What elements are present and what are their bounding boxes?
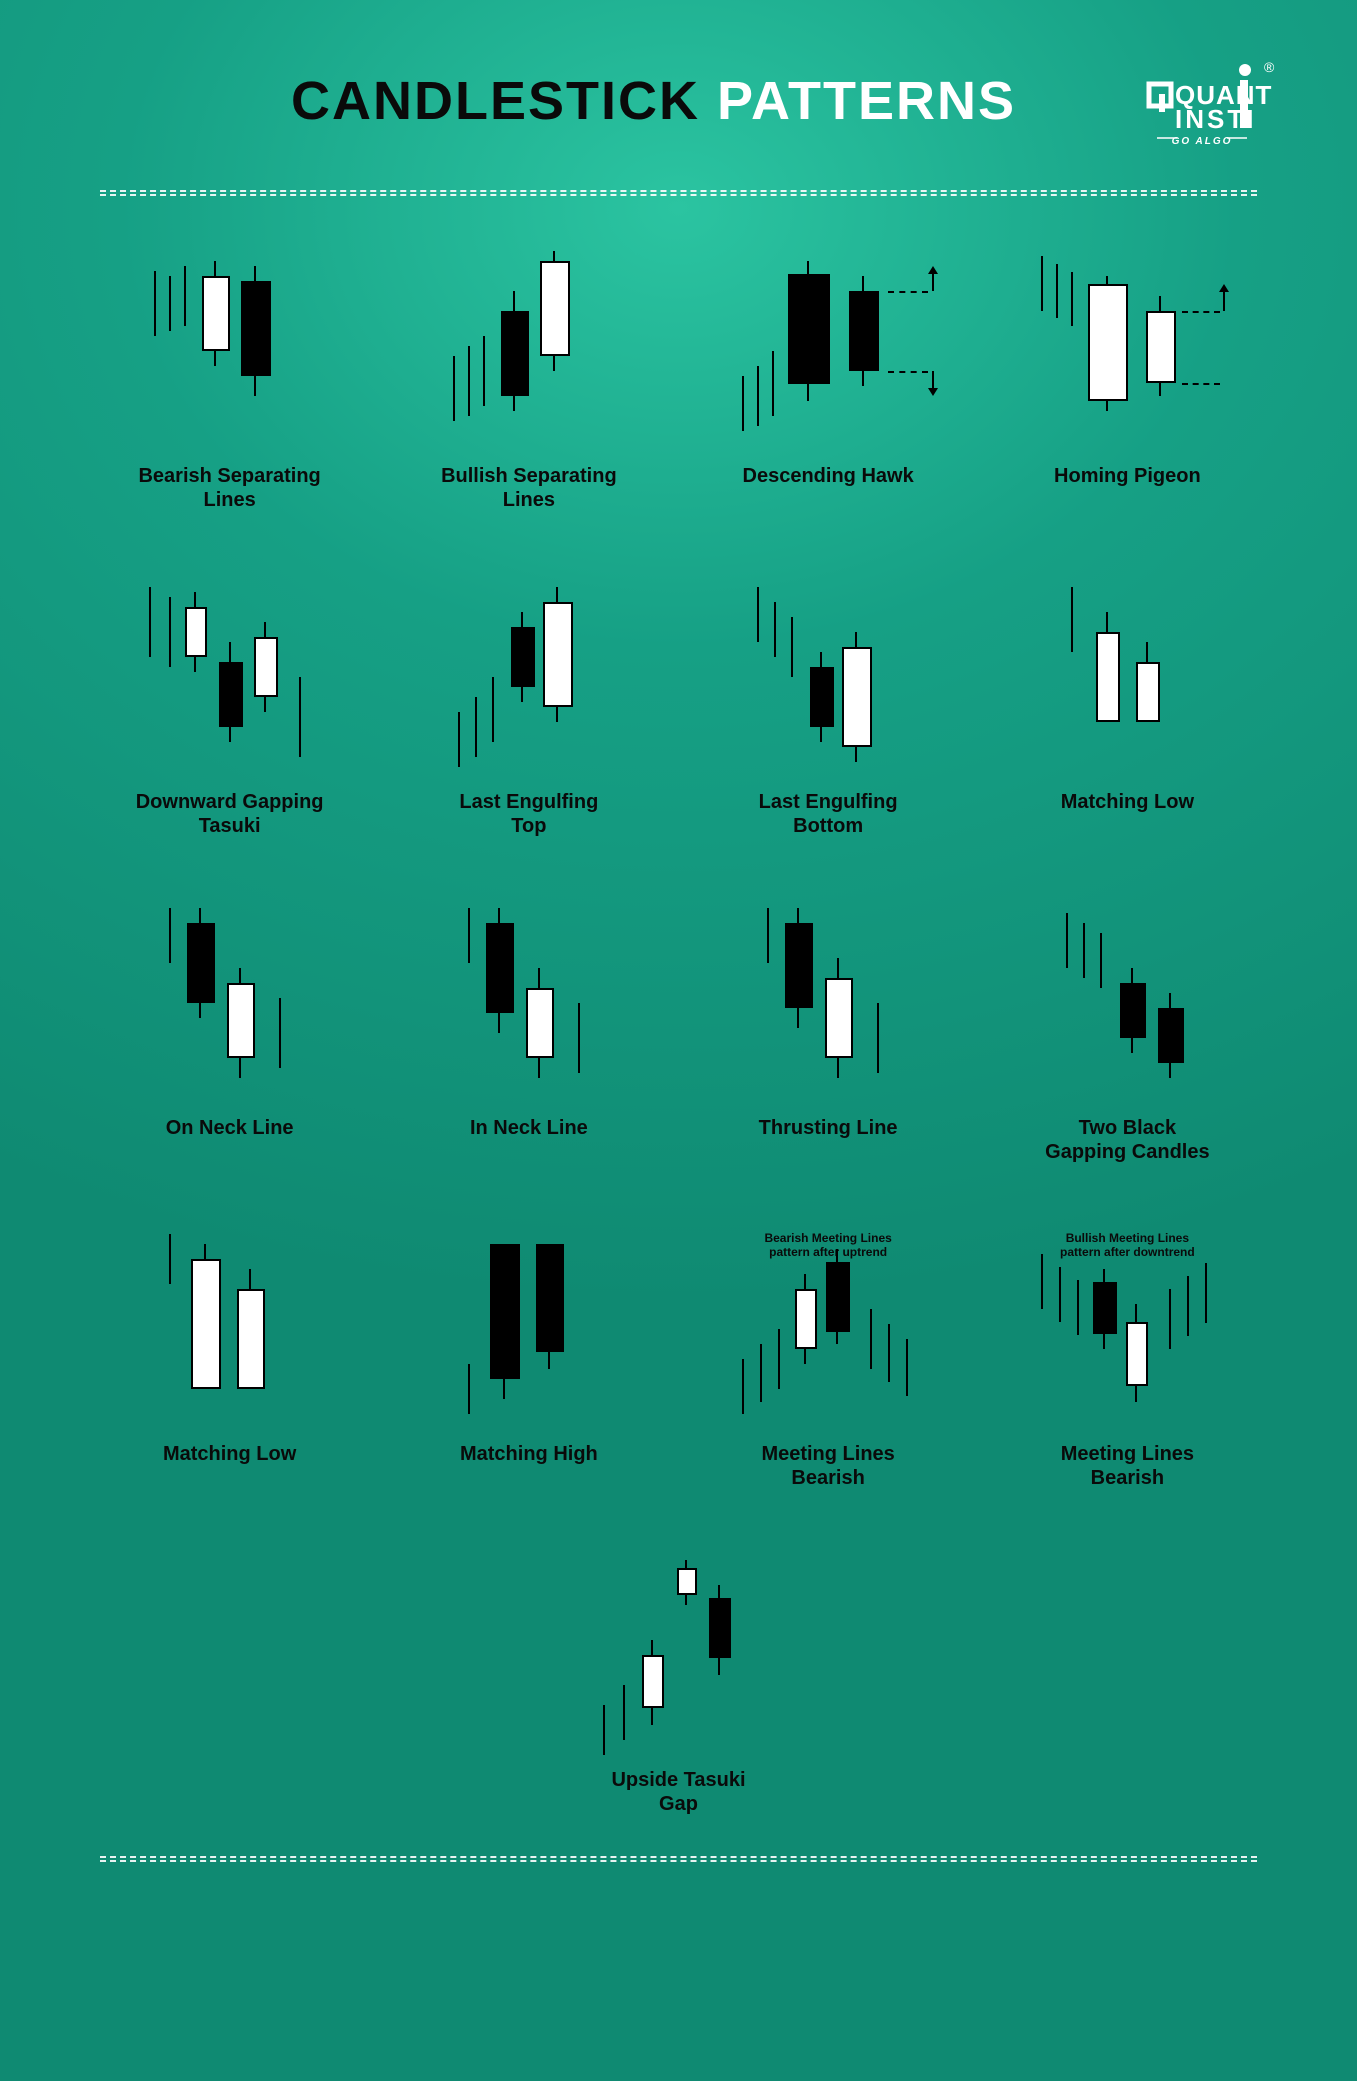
top-divider: [100, 190, 1257, 196]
pattern-homing-pigeon: Homing Pigeon: [998, 256, 1257, 512]
pattern-label: Descending Hawk: [743, 464, 914, 488]
pattern-label: Meeting Lines Bearish: [761, 1442, 894, 1490]
pattern-meeting-bear-2: Bullish Meeting Lines pattern after down…: [998, 1234, 1257, 1490]
pattern-grid: Bearish Separating Lines Bullish Separati…: [100, 256, 1257, 1490]
pattern-label: Meeting Lines Bearish: [1061, 1442, 1194, 1490]
pattern-label: Last Engulfing Bottom: [759, 790, 898, 838]
pattern-label: Two Black Gapping Candles: [1045, 1116, 1209, 1164]
pattern-diagram: [414, 908, 644, 1098]
pattern-label: Matching Low: [163, 1442, 296, 1466]
pattern-upside-tasuki: Upside Tasuki Gap: [534, 1560, 824, 1816]
pattern-last-row: Upside Tasuki Gap: [100, 1560, 1257, 1816]
page-title: CANDLESTICK PATTERNS: [180, 70, 1127, 132]
dash-line: [1182, 311, 1220, 313]
pattern-diagram: [713, 582, 943, 772]
dash-line: [888, 371, 928, 373]
pattern-meeting-bear-1: Bearish Meeting Lines pattern after uptr…: [699, 1234, 958, 1490]
pattern-label: Downward Gapping Tasuki: [136, 790, 324, 838]
pattern-on-neck: On Neck Line: [100, 908, 359, 1164]
pattern-bearish-sep: Bearish Separating Lines: [100, 256, 359, 512]
pattern-label: Matching High: [460, 1442, 598, 1466]
pattern-matching-high: Matching High: [399, 1234, 658, 1490]
pattern-down-tasuki: Downward Gapping Tasuki: [100, 582, 359, 838]
pattern-last-eng-bot: Last Engulfing Bottom: [699, 582, 958, 838]
pattern-diagram: [115, 908, 345, 1098]
title-light: PATTERNS: [717, 71, 1016, 131]
bottom-divider: [100, 1856, 1257, 1862]
pattern-diagram: [414, 256, 644, 446]
pattern-matching-low-2: Matching Low: [100, 1234, 359, 1490]
pattern-desc-hawk: Descending Hawk: [699, 256, 958, 512]
pattern-label: Homing Pigeon: [1054, 464, 1201, 488]
pattern-diagram: [115, 256, 345, 446]
pattern-label: Last Engulfing Top: [459, 790, 598, 838]
pattern-diagram: [115, 582, 345, 772]
pattern-label: Upside Tasuki Gap: [611, 1768, 745, 1816]
pattern-matching-low-1: Matching Low: [998, 582, 1257, 838]
pattern-thrusting: Thrusting Line: [699, 908, 958, 1164]
pattern-diagram: [1012, 256, 1242, 446]
pattern-diagram: [414, 1234, 644, 1424]
header: CANDLESTICK PATTERNS ® QUANT INSTI GO AL…: [100, 60, 1257, 150]
title-dark: CANDLESTICK: [291, 71, 700, 131]
pattern-label: In Neck Line: [470, 1116, 588, 1140]
pattern-diagram: [115, 1234, 345, 1424]
svg-text:INSTI: INSTI: [1175, 104, 1256, 134]
pattern-label: Bullish Separating Lines: [441, 464, 617, 512]
svg-text:®: ®: [1264, 60, 1275, 75]
quantinsti-logo: ® QUANT INSTI GO ALGO: [1127, 60, 1277, 150]
pattern-diagram: [1012, 582, 1242, 772]
pattern-diagram: [713, 256, 943, 446]
pattern-sublabel: Bullish Meeting Lines pattern after down…: [1027, 1232, 1227, 1260]
pattern-label: Matching Low: [1061, 790, 1194, 814]
pattern-two-black: Two Black Gapping Candles: [998, 908, 1257, 1164]
svg-text:GO ALGO: GO ALGO: [1172, 136, 1233, 147]
pattern-bullish-sep: Bullish Separating Lines: [399, 256, 658, 512]
pattern-diagram: [713, 908, 943, 1098]
pattern-diagram: [1012, 908, 1242, 1098]
pattern-label: Thrusting Line: [759, 1116, 898, 1140]
up-arrow-icon: [1217, 282, 1231, 317]
pattern-diagram: [414, 582, 644, 772]
pattern-in-neck: In Neck Line: [399, 908, 658, 1164]
pattern-diagram: [564, 1560, 794, 1750]
pattern-label: Bearish Separating Lines: [138, 464, 320, 512]
pattern-sublabel: Bearish Meeting Lines pattern after uptr…: [728, 1232, 928, 1260]
dash-line: [1182, 383, 1220, 385]
down-arrow-icon: [926, 365, 940, 398]
pattern-last-eng-top: Last Engulfing Top: [399, 582, 658, 838]
pattern-label: On Neck Line: [166, 1116, 294, 1140]
up-arrow-icon: [926, 264, 940, 297]
dash-line: [888, 291, 928, 293]
pattern-diagram: Bullish Meeting Lines pattern after down…: [1012, 1234, 1242, 1424]
pattern-diagram: Bearish Meeting Lines pattern after uptr…: [713, 1234, 943, 1424]
